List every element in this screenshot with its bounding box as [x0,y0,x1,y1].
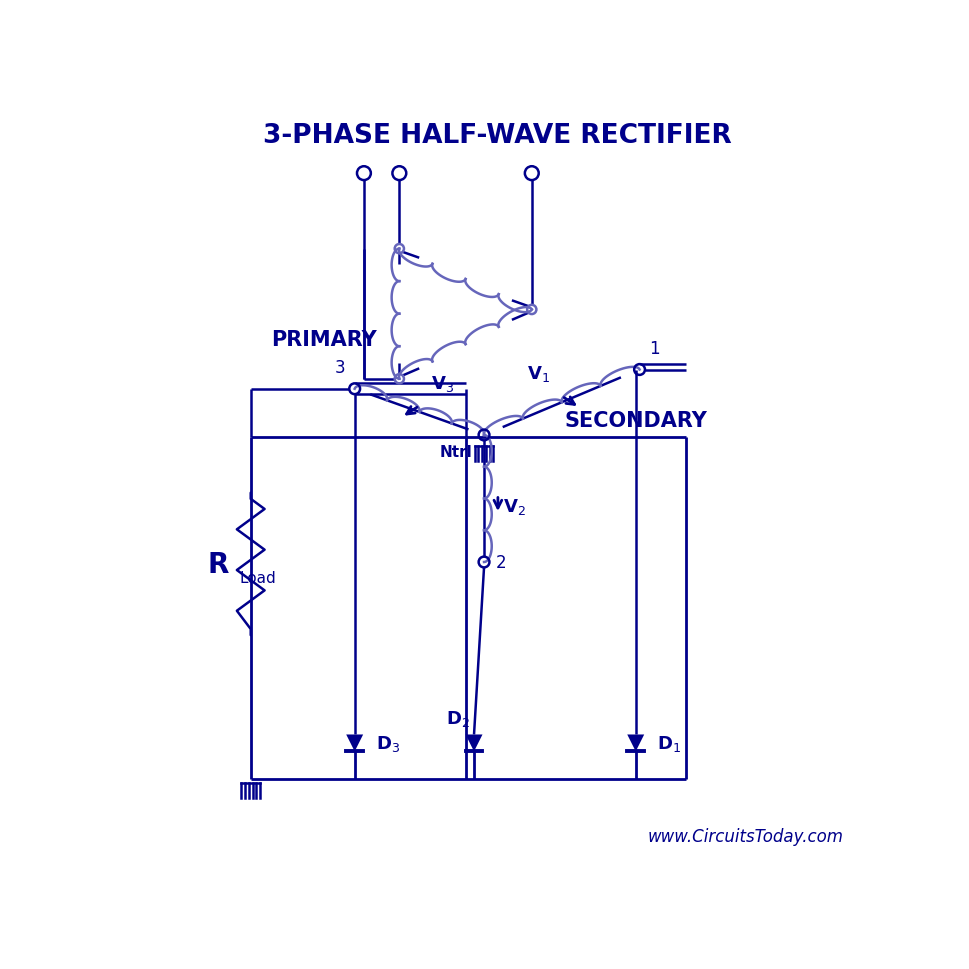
Text: 3: 3 [334,359,345,377]
Text: V$_2$: V$_2$ [503,497,525,516]
Text: Load: Load [239,571,276,585]
Text: 1: 1 [648,340,659,358]
Text: D$_2$: D$_2$ [446,708,470,729]
Polygon shape [465,735,482,752]
Text: PRIMARY: PRIMARY [271,329,377,350]
Text: V$_1$: V$_1$ [527,363,549,384]
Text: D$_1$: D$_1$ [657,734,680,753]
Polygon shape [627,735,643,752]
Text: www.CircuitsToday.com: www.CircuitsToday.com [647,828,843,846]
Text: Ntrl: Ntrl [439,445,472,459]
Text: 3-PHASE HALF-WAVE RECTIFIER: 3-PHASE HALF-WAVE RECTIFIER [263,122,731,148]
Text: SECONDARY: SECONDARY [564,410,706,430]
Polygon shape [346,735,362,752]
Text: 2: 2 [495,553,506,572]
Text: R: R [207,550,229,578]
Text: V$_3$: V$_3$ [430,373,453,393]
Text: D$_3$: D$_3$ [376,734,400,753]
